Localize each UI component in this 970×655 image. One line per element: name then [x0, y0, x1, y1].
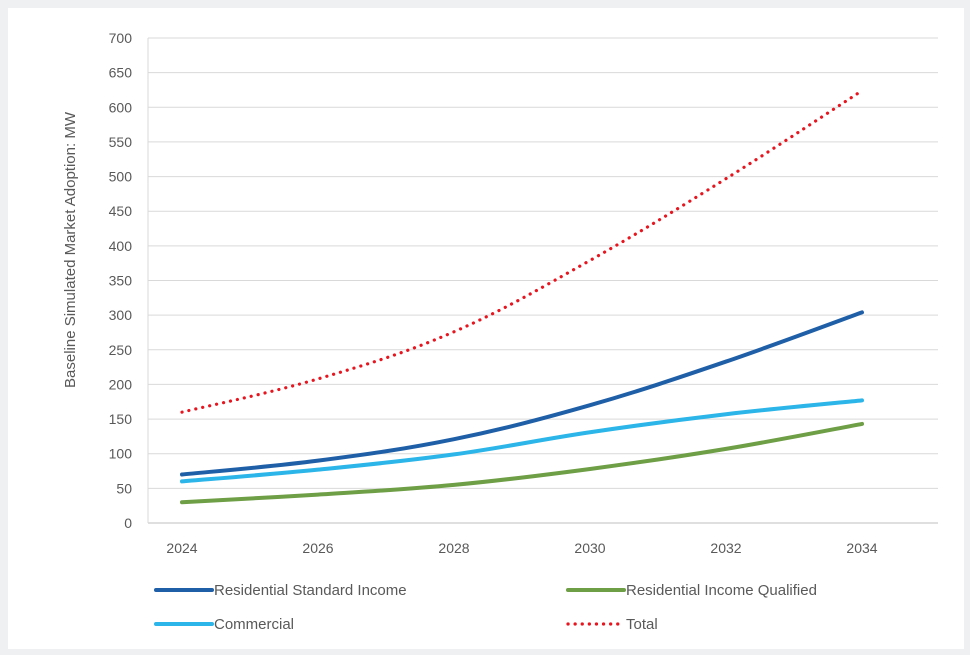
y-tick-label: 150	[109, 411, 133, 427]
series-line-2	[180, 398, 864, 484]
series-line-1	[180, 421, 864, 505]
series-lines	[180, 89, 864, 505]
series-line-0	[180, 310, 864, 477]
legend: Residential Standard Income Residential I…	[154, 582, 817, 633]
legend-label-1: Residential Income Qualified	[626, 582, 817, 599]
y-tick-label: 200	[109, 376, 133, 392]
x-tick-label: 2028	[438, 540, 469, 556]
series-line-3	[180, 89, 864, 414]
y-axis-title: Baseline Simulated Market Adoption: MW	[62, 111, 79, 388]
legend-label-3: Total	[626, 616, 658, 633]
y-tick-label: 450	[109, 203, 133, 219]
x-tick-labels: 2024 2026 2028 2030 2032 2034	[166, 540, 877, 556]
y-tick-label: 300	[109, 307, 133, 323]
y-tick-label: 400	[109, 238, 133, 254]
x-tick-label: 2034	[846, 540, 877, 556]
y-tick-label: 550	[109, 134, 133, 150]
y-tick-labels: 0 50 100 150 200 250 300 350 400 450 500 550 600 650 7…	[109, 30, 133, 531]
x-tick-label: 2024	[166, 540, 197, 556]
y-tick-label: 650	[109, 65, 133, 81]
chart-card: 0 50 100 150 200 250 300 350 400 450 500 550 600 650 7…	[8, 8, 964, 649]
y-tick-label: 500	[109, 169, 133, 185]
line-chart: 0 50 100 150 200 250 300 350 400 450 500 550 600 650 7…	[62, 30, 938, 633]
y-tick-label: 0	[124, 515, 132, 531]
y-tick-label: 250	[109, 342, 133, 358]
y-tick-label: 50	[116, 480, 132, 496]
x-tick-label: 2026	[302, 540, 333, 556]
legend-label-2: Commercial	[214, 616, 294, 633]
gridlines	[147, 37, 938, 524]
y-tick-label: 100	[109, 446, 133, 462]
x-tick-label: 2030	[574, 540, 605, 556]
legend-label-0: Residential Standard Income	[214, 582, 407, 599]
y-tick-label: 600	[109, 99, 133, 115]
y-tick-label: 350	[109, 273, 133, 289]
y-tick-label: 700	[109, 30, 133, 46]
x-tick-label: 2032	[710, 540, 741, 556]
